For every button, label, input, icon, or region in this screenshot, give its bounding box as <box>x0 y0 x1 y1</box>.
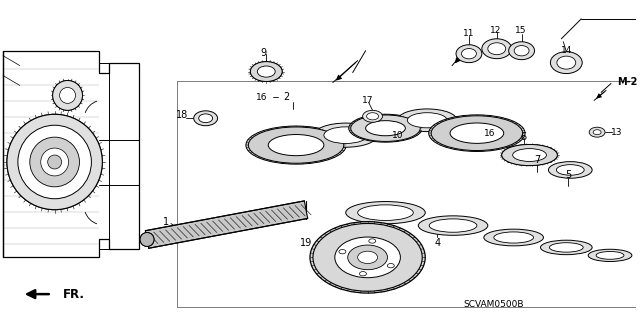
Ellipse shape <box>419 216 488 235</box>
Ellipse shape <box>30 137 79 187</box>
Text: 2: 2 <box>283 93 289 102</box>
Ellipse shape <box>48 155 61 169</box>
Ellipse shape <box>367 113 378 120</box>
Ellipse shape <box>429 115 525 152</box>
Text: SCVAM0500B: SCVAM0500B <box>463 300 524 308</box>
Ellipse shape <box>310 222 425 293</box>
Ellipse shape <box>514 46 529 56</box>
Ellipse shape <box>488 43 506 55</box>
Ellipse shape <box>339 249 346 254</box>
Text: 18: 18 <box>176 110 188 120</box>
Ellipse shape <box>198 114 212 122</box>
Ellipse shape <box>593 130 601 135</box>
Ellipse shape <box>7 114 102 210</box>
Ellipse shape <box>358 205 413 220</box>
Ellipse shape <box>509 42 534 60</box>
Text: 14: 14 <box>561 46 572 55</box>
Ellipse shape <box>365 121 405 136</box>
Ellipse shape <box>502 145 557 166</box>
Ellipse shape <box>596 251 624 259</box>
Text: 6: 6 <box>520 132 527 142</box>
Text: 7: 7 <box>534 155 541 165</box>
Ellipse shape <box>349 114 422 142</box>
Ellipse shape <box>140 233 154 247</box>
Ellipse shape <box>257 66 275 77</box>
Ellipse shape <box>268 135 324 156</box>
Ellipse shape <box>431 116 523 151</box>
Text: 15: 15 <box>515 26 526 35</box>
Ellipse shape <box>540 240 592 255</box>
Text: 16: 16 <box>255 93 267 102</box>
Ellipse shape <box>351 115 420 141</box>
Ellipse shape <box>41 148 68 176</box>
Ellipse shape <box>60 87 76 103</box>
Text: 19: 19 <box>300 239 312 249</box>
Ellipse shape <box>482 39 511 59</box>
Ellipse shape <box>461 48 476 59</box>
Ellipse shape <box>407 113 447 128</box>
Ellipse shape <box>363 110 383 122</box>
Ellipse shape <box>346 202 425 224</box>
Ellipse shape <box>140 233 154 247</box>
Text: 4: 4 <box>434 239 440 249</box>
Ellipse shape <box>52 80 83 110</box>
Ellipse shape <box>397 109 457 131</box>
Text: 17: 17 <box>362 96 373 105</box>
Ellipse shape <box>52 80 83 110</box>
Ellipse shape <box>550 52 582 74</box>
Text: 1: 1 <box>163 217 169 226</box>
Ellipse shape <box>7 114 102 210</box>
Ellipse shape <box>369 239 376 243</box>
Ellipse shape <box>314 123 378 147</box>
Ellipse shape <box>246 126 346 164</box>
Ellipse shape <box>18 125 92 199</box>
Ellipse shape <box>456 45 482 63</box>
Text: 11: 11 <box>463 29 475 38</box>
Text: M-2: M-2 <box>617 77 637 86</box>
Ellipse shape <box>324 127 367 144</box>
Text: 12: 12 <box>490 26 502 35</box>
Ellipse shape <box>248 127 344 163</box>
Ellipse shape <box>429 219 477 232</box>
Ellipse shape <box>589 127 605 137</box>
Text: 16: 16 <box>484 129 495 138</box>
Text: 9: 9 <box>260 48 266 58</box>
Ellipse shape <box>360 271 367 276</box>
Ellipse shape <box>250 62 282 82</box>
Ellipse shape <box>194 111 218 126</box>
Ellipse shape <box>588 249 632 262</box>
Polygon shape <box>145 201 308 248</box>
Ellipse shape <box>502 145 557 166</box>
Ellipse shape <box>484 229 543 246</box>
Ellipse shape <box>549 243 583 252</box>
Ellipse shape <box>513 149 547 161</box>
Ellipse shape <box>358 251 378 263</box>
Ellipse shape <box>494 232 534 243</box>
Ellipse shape <box>387 263 394 268</box>
Ellipse shape <box>556 165 584 175</box>
Text: 13: 13 <box>611 128 623 137</box>
Ellipse shape <box>313 224 422 291</box>
Ellipse shape <box>335 237 401 278</box>
Ellipse shape <box>348 245 387 270</box>
Ellipse shape <box>557 56 576 69</box>
Ellipse shape <box>250 62 282 82</box>
Polygon shape <box>3 51 139 257</box>
Ellipse shape <box>450 123 504 143</box>
Text: FR.: FR. <box>63 288 84 300</box>
Text: 10: 10 <box>392 131 403 140</box>
Ellipse shape <box>548 162 592 178</box>
Text: 5: 5 <box>565 170 572 180</box>
